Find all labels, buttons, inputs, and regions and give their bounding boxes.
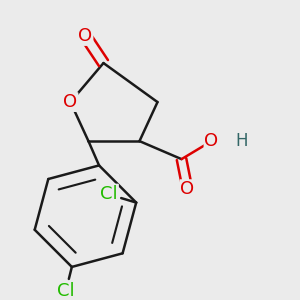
Text: O: O — [205, 132, 219, 150]
Text: Cl: Cl — [100, 184, 118, 202]
Text: Cl: Cl — [57, 282, 75, 300]
Text: O: O — [78, 27, 92, 45]
Text: O: O — [63, 93, 77, 111]
Text: H: H — [236, 132, 248, 150]
Text: O: O — [181, 180, 195, 198]
